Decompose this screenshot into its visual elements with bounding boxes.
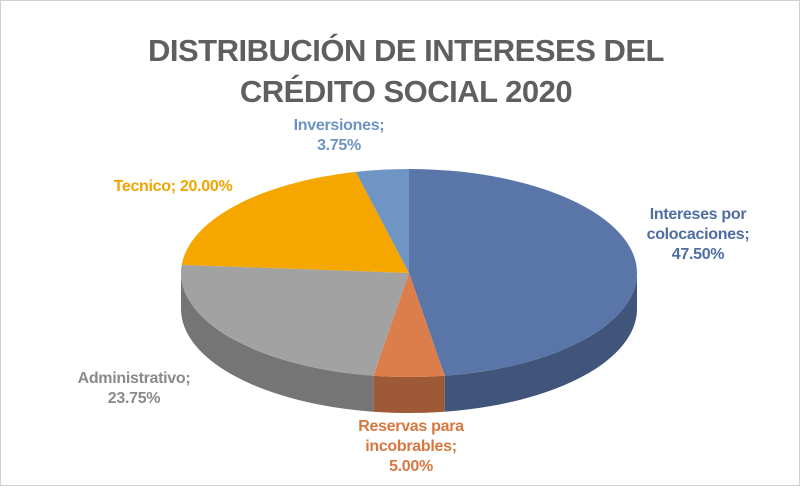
value-label: 5.00% [389,458,433,475]
pie-side [181,273,374,412]
pie-side [373,375,445,413]
category-name: Tecnico [113,178,171,195]
data-label: Tecnico; 20.00% [68,177,278,197]
value-label: 23.75% [107,390,161,407]
pie-slice [355,169,409,273]
data-label: Administrativo; 23.75% [59,369,209,409]
chart-title: CRÉDITO SOCIAL 2020 [240,74,572,109]
category-name: Intereses por colocaciones [646,206,747,243]
pie-slice [409,169,637,376]
value-label: 47.50% [671,246,725,263]
data-label: Reservas para incobrables; 5.00% [346,417,476,477]
label-separator: ; [744,226,750,243]
value-label: 20.00% [179,178,233,195]
value-label: 3.75% [317,137,361,154]
label-separator: ; [451,438,457,455]
category-name: Reservas para incobrables [358,418,464,455]
label-separator: ; [379,117,385,134]
category-name: Inversiones [293,117,380,134]
data-label: Intereses por colocaciones; 47.50% [633,205,763,265]
label-separator: ; [170,178,176,195]
label-separator: ; [185,370,191,387]
pie-slice [181,171,409,273]
pie-slice [373,273,445,377]
chart-title: DISTRIBUCIÓN DE INTERESES DEL [148,32,664,68]
category-name: Administrativo [77,370,186,387]
pie-slice [181,264,409,376]
pie-side [444,273,637,412]
data-label: Inversiones; 3.75% [284,116,394,156]
